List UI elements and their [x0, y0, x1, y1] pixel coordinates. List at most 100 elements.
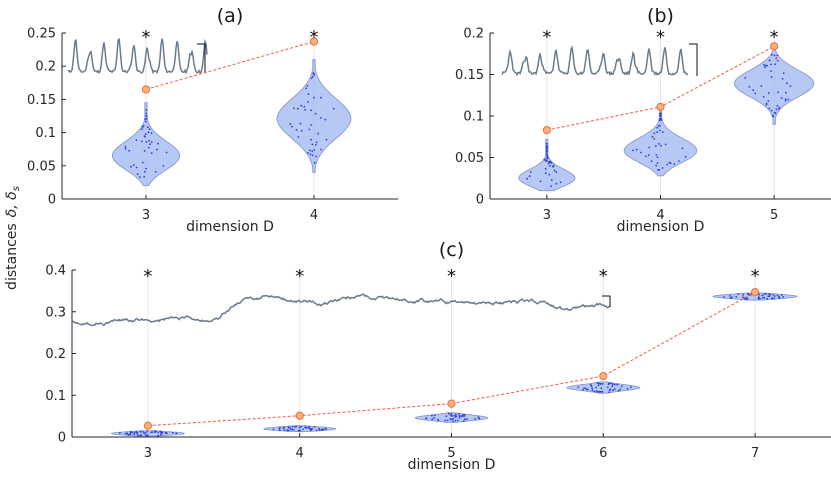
surrogate-dot [145, 141, 148, 143]
surrogate-dot [425, 417, 427, 420]
surrogate-dot [145, 115, 148, 117]
surrogate-dot [139, 434, 142, 437]
significance-star: * [542, 27, 551, 48]
surrogate-dot [128, 149, 131, 152]
surrogate-dot [138, 176, 141, 178]
x-axis-label: dimension D [186, 219, 274, 235]
surrogate-dot [124, 147, 127, 150]
surrogate-dot [655, 164, 658, 167]
surrogate-dot [291, 125, 293, 128]
surrogate-dot [776, 105, 779, 107]
surrogate-dot [171, 431, 174, 434]
surrogate-dot [773, 54, 776, 57]
surrogate-dot [544, 167, 547, 170]
surrogate-dot [773, 295, 776, 297]
surrogate-dot [141, 128, 143, 131]
y-tick-label: 0.15 [27, 93, 56, 108]
surrogate-dot [545, 142, 548, 145]
surrogate-dot [782, 72, 785, 74]
surrogate-dot [478, 417, 481, 420]
significance-star: * [599, 266, 608, 287]
surrogate-dot [678, 160, 680, 162]
surrogate-dot [617, 389, 620, 392]
x-tick-label: 6 [599, 446, 607, 461]
surrogate-dot [302, 428, 304, 431]
x-axis-label: dimension D [617, 219, 705, 235]
surrogate-dot [774, 63, 777, 66]
surrogate-dot [143, 135, 146, 138]
surrogate-dot [324, 118, 327, 121]
surrogate-dot [295, 129, 298, 131]
surrogate-dot [133, 431, 136, 434]
surrogate-dot [723, 296, 725, 298]
surrogate-dot [315, 429, 318, 432]
surrogate-dot [294, 426, 296, 428]
surrogate-dot [635, 148, 638, 151]
surrogate-dot [609, 388, 612, 391]
surrogate-dot [761, 297, 764, 299]
x-tick-label: 5 [770, 208, 778, 223]
surrogate-dot [655, 154, 658, 156]
significance-star: * [295, 266, 304, 287]
data-distance-point [751, 288, 760, 297]
surrogate-dot [292, 429, 295, 431]
surrogate-dot [311, 154, 314, 157]
surrogate-dot [466, 418, 468, 420]
y-tick-label: 0.2 [463, 27, 484, 42]
surrogate-dot [583, 387, 585, 389]
surrogate-dot [548, 161, 551, 164]
surrogate-dot [654, 145, 657, 148]
surrogate-dot [742, 294, 745, 296]
surrogate-dot [591, 389, 594, 392]
surrogate-dot [433, 417, 435, 419]
surrogate-dot [139, 430, 142, 433]
x-tick-label: 3 [543, 208, 551, 223]
surrogate-dot [777, 91, 779, 94]
surrogate-dot [776, 294, 779, 297]
surrogate-dot [314, 144, 317, 146]
surrogate-dot [317, 132, 319, 135]
surrogate-dot [608, 391, 610, 394]
surrogate-dot [159, 430, 162, 433]
surrogate-dot [775, 57, 778, 60]
surrogate-dot [757, 297, 760, 299]
surrogate-dot [305, 87, 307, 90]
surrogate-dot [297, 136, 300, 138]
surrogate-dot [766, 297, 769, 300]
surrogate-dot [644, 155, 647, 158]
y-tick-label: 0.3 [45, 305, 66, 320]
y-tick-label: 0.05 [27, 159, 56, 174]
surrogate-dot [295, 425, 298, 428]
surrogate-dot [660, 119, 663, 121]
surrogate-dot [595, 386, 597, 389]
surrogate-dot [130, 430, 132, 433]
surrogate-dot [147, 126, 149, 129]
data-distance-point [143, 421, 152, 430]
surrogate-dot [287, 429, 290, 432]
x-axis-label: dimension D [408, 457, 496, 473]
surrogate-dot [661, 131, 664, 134]
surrogate-dot [640, 151, 642, 154]
surrogate-dot [310, 428, 313, 431]
surrogate-dot [135, 166, 138, 169]
surrogate-dot [124, 145, 127, 148]
surrogate-dot [656, 156, 659, 159]
surrogate-dot [601, 383, 604, 385]
surrogate-dot [598, 390, 601, 393]
surrogate-dot [332, 107, 335, 110]
surrogate-dot [320, 96, 322, 99]
surrogate-dot [772, 115, 775, 118]
surrogate-dot [768, 92, 770, 94]
surrogate-dot [776, 60, 779, 62]
surrogate-dot [786, 82, 788, 85]
surrogate-dot [763, 293, 765, 296]
surrogate-dot [651, 135, 654, 138]
data-distance-point [141, 85, 151, 94]
surrogate-dot [156, 148, 158, 151]
violin-d7 [712, 292, 798, 301]
surrogate-dot [668, 161, 671, 164]
surrogate-dot [136, 173, 139, 176]
surrogate-dot [591, 387, 594, 390]
